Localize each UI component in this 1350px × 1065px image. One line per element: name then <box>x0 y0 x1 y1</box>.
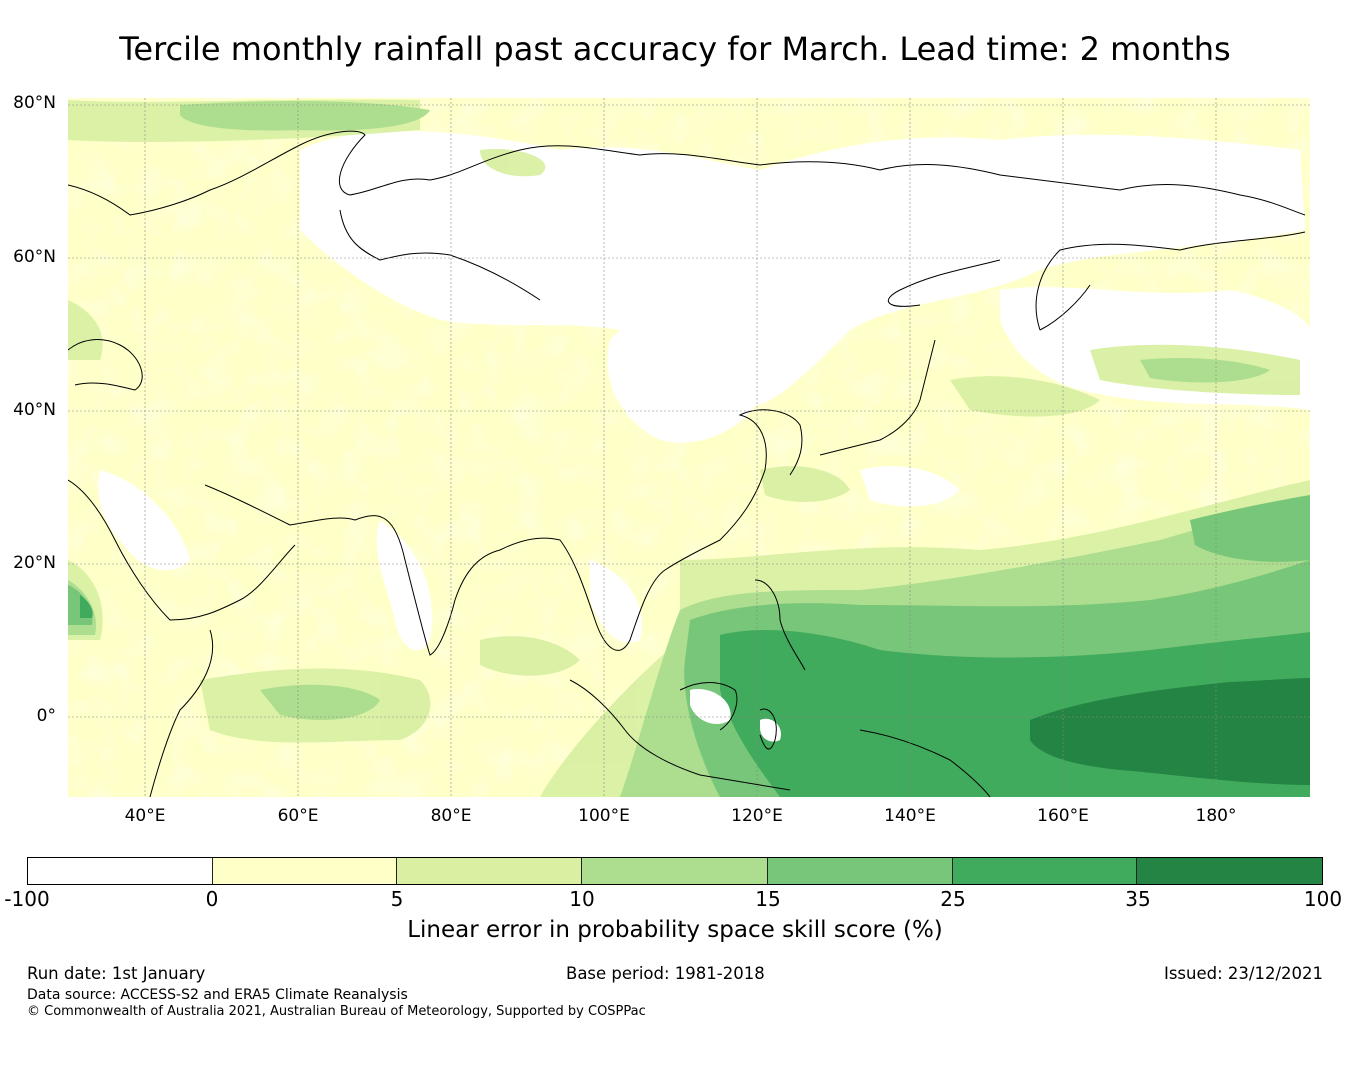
colorbar-tick: 15 <box>755 887 781 911</box>
x-tick-label: 80°E <box>430 806 472 826</box>
y-tick-label: 80°N <box>13 93 56 113</box>
colorbar-tick: 25 <box>940 887 966 911</box>
colorbar-tick: 100 <box>1303 887 1343 911</box>
colorbar-label: Linear error in probability space skill … <box>407 917 943 943</box>
colorbar-tick: 5 <box>390 887 404 911</box>
x-tick-label: 180° <box>1195 806 1237 826</box>
skill-35-100-areas <box>1030 678 1310 785</box>
y-tick-label: 60°N <box>13 247 56 267</box>
colorbar-segment <box>28 858 213 884</box>
colorbar-segment <box>212 858 398 884</box>
y-tick-label: 20°N <box>13 553 56 573</box>
colorbar-tick: -100 <box>4 887 50 911</box>
colorbar-tick: 0 <box>205 887 219 911</box>
x-tick-label: 120°E <box>731 806 783 826</box>
data-source: Data source: ACCESS-S2 and ERA5 Climate … <box>27 987 408 1003</box>
graticule <box>68 98 1310 797</box>
issued-date: Issued: 23/12/2021 <box>1163 964 1323 983</box>
colorbar-segment <box>397 858 583 884</box>
colorbar <box>27 857 1323 885</box>
x-tick-label: 140°E <box>884 806 936 826</box>
y-tick-label: 0° <box>36 706 56 726</box>
colorbar-segment <box>582 858 768 884</box>
base-period: Base period: 1981-2018 <box>566 964 765 983</box>
x-tick-label: 60°E <box>277 806 319 826</box>
x-tick-label: 40°E <box>124 806 166 826</box>
map-panel: 80°N 60°N 40°N 20°N 0° 40°E 60°E 80°E 10… <box>13 93 1310 826</box>
x-tick-label: 160°E <box>1037 806 1089 826</box>
copyright: © Commonwealth of Australia 2021, Austra… <box>27 1004 646 1019</box>
chart-title: Tercile monthly rainfall past accuracy f… <box>119 30 1231 68</box>
y-tick-label: 40°N <box>13 400 56 420</box>
run-date: Run date: 1st January <box>27 964 206 983</box>
coastlines <box>68 130 1306 797</box>
colorbar-segment <box>767 858 953 884</box>
colorbar-tick: 35 <box>1125 887 1151 911</box>
x-tick-label: 100°E <box>578 806 630 826</box>
skill-score-map <box>68 98 1310 797</box>
colorbar-segment <box>1137 858 1323 884</box>
colorbar-segment <box>952 858 1138 884</box>
colorbar-tick: 10 <box>569 887 595 911</box>
